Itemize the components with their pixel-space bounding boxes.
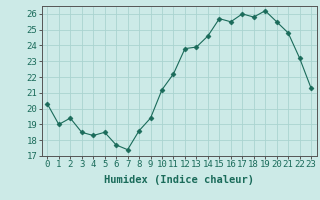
- X-axis label: Humidex (Indice chaleur): Humidex (Indice chaleur): [104, 175, 254, 185]
